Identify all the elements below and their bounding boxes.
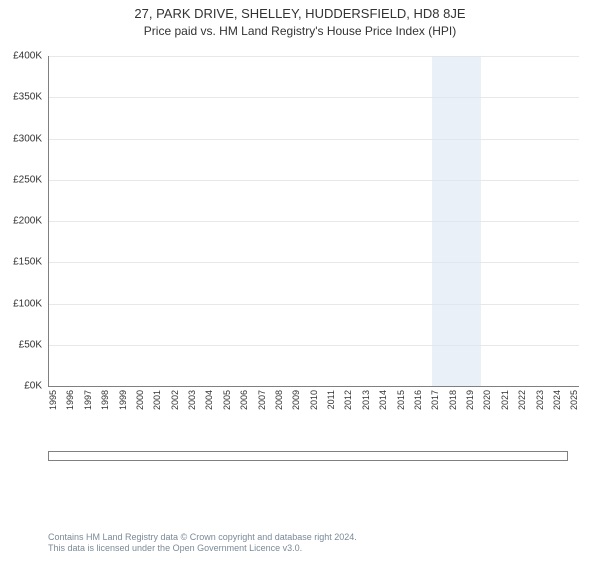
x-tick-label: 2002 bbox=[170, 390, 180, 410]
x-tick-label: 1997 bbox=[83, 390, 93, 410]
x-tick-label: 2018 bbox=[448, 390, 458, 410]
y-tick-label: £300K bbox=[13, 133, 42, 144]
y-tick-label: £200K bbox=[13, 216, 42, 227]
footer-attribution: Contains HM Land Registry data © Crown c… bbox=[48, 532, 357, 555]
x-tick-label: 2016 bbox=[413, 390, 423, 410]
page-title: 27, PARK DRIVE, SHELLEY, HUDDERSFIELD, H… bbox=[0, 6, 600, 21]
y-tick-label: £250K bbox=[13, 174, 42, 185]
x-tick-label: 1996 bbox=[65, 390, 75, 410]
x-tick-label: 2001 bbox=[152, 390, 162, 410]
x-tick-label: 2011 bbox=[326, 390, 336, 409]
x-tick-label: 2019 bbox=[465, 390, 475, 410]
x-tick-label: 2015 bbox=[396, 390, 406, 410]
x-tick-label: 2012 bbox=[343, 390, 353, 410]
y-tick-label: £150K bbox=[13, 257, 42, 268]
footer-line: Contains HM Land Registry data © Crown c… bbox=[48, 532, 357, 543]
x-tick-label: 2022 bbox=[517, 390, 527, 410]
x-tick-label: 2024 bbox=[552, 390, 562, 410]
x-tick-label: 2008 bbox=[274, 390, 284, 410]
x-tick-label: 2005 bbox=[222, 390, 232, 410]
x-tick-label: 2013 bbox=[361, 390, 371, 410]
x-tick-label: 2004 bbox=[204, 390, 214, 410]
price-chart: £0K£50K£100K£150K£200K£250K£300K£350K£40… bbox=[48, 56, 578, 416]
x-tick-label: 1998 bbox=[100, 390, 110, 410]
x-tick-label: 2014 bbox=[378, 390, 388, 410]
x-tick-label: 2025 bbox=[569, 390, 579, 410]
x-tick-label: 2023 bbox=[535, 390, 545, 410]
plot-area bbox=[48, 56, 579, 387]
x-tick-label: 2007 bbox=[257, 390, 267, 410]
x-tick-label: 2010 bbox=[309, 390, 319, 410]
y-tick-label: £50K bbox=[19, 339, 42, 350]
page-subtitle: Price paid vs. HM Land Registry's House … bbox=[0, 24, 600, 38]
x-tick-label: 2020 bbox=[482, 390, 492, 410]
x-tick-label: 2017 bbox=[430, 390, 440, 410]
y-tick-label: £350K bbox=[13, 92, 42, 103]
x-tick-label: 2009 bbox=[291, 390, 301, 410]
y-tick-label: £400K bbox=[13, 51, 42, 62]
footer-line: This data is licensed under the Open Gov… bbox=[48, 543, 357, 554]
legend bbox=[48, 451, 568, 461]
y-tick-label: £0K bbox=[24, 381, 42, 392]
x-tick-label: 2021 bbox=[500, 390, 510, 410]
x-tick-label: 2006 bbox=[239, 390, 249, 410]
x-tick-label: 1999 bbox=[118, 390, 128, 410]
y-tick-label: £100K bbox=[13, 298, 42, 309]
x-tick-label: 2003 bbox=[187, 390, 197, 410]
x-tick-label: 2000 bbox=[135, 390, 145, 410]
x-tick-label: 1995 bbox=[48, 390, 58, 410]
